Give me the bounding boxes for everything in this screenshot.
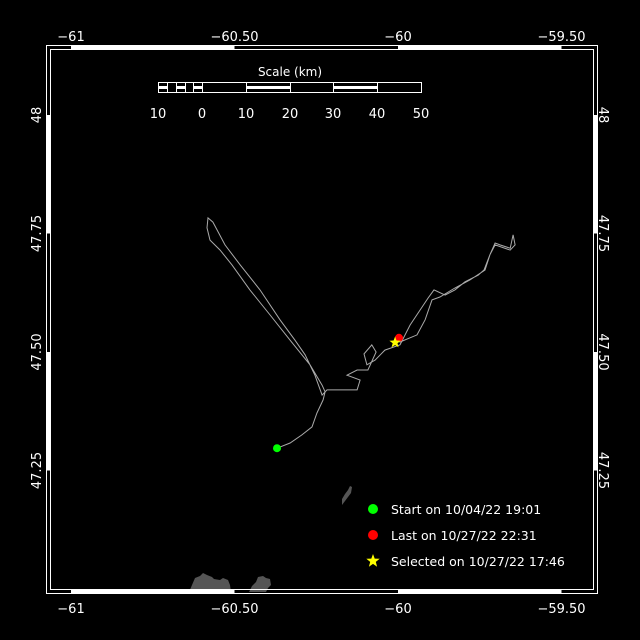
scale-bar-label: 30 (325, 107, 342, 122)
scale-bar-segment (158, 86, 167, 89)
frame-segment (593, 352, 598, 471)
frame-outer (46, 45, 598, 594)
land-island (342, 486, 352, 505)
scale-bar-label: 10 (238, 107, 255, 122)
x-tick-label-bottom: −60.50 (210, 602, 258, 617)
scale-bar-segment (333, 86, 377, 89)
last-marker[interactable] (394, 333, 403, 342)
frame-segment (46, 352, 51, 471)
legend-label: Selected on 10/27/22 17:46 (391, 554, 565, 569)
y-tick-label-right: 47.50 (595, 333, 610, 370)
x-tick-label-top: −60 (384, 30, 411, 45)
x-tick-label-top: −60.50 (210, 30, 258, 45)
scale-bar-segment (193, 86, 202, 89)
y-tick-label-left: 48 (30, 107, 45, 124)
frame-segment (398, 45, 562, 50)
scale-bar-segment (176, 86, 185, 89)
track-markers (273, 333, 403, 453)
y-tick-label-right: 47.25 (595, 452, 610, 489)
land-coast-east (249, 576, 271, 592)
scale-bar-label: 50 (413, 107, 430, 122)
x-tick-label-bottom: −60 (384, 602, 411, 617)
frame-inner (50, 49, 594, 590)
land-coast-west (189, 573, 231, 592)
scale-bar-label: 20 (282, 107, 299, 122)
y-tick-label-right: 47.75 (595, 215, 610, 252)
legend-star-icon (366, 554, 380, 567)
legend-label: Start on 10/04/22 19:01 (391, 502, 541, 517)
map-frame[interactable] (46, 45, 598, 594)
land-areas (189, 486, 352, 592)
y-tick-label-left: 47.75 (30, 215, 45, 252)
frame-segment (71, 589, 235, 594)
track-line[interactable] (206, 216, 516, 449)
scale-bar-label: 0 (198, 107, 206, 122)
y-tick-label-left: 47.50 (30, 333, 45, 370)
legend-label: Last on 10/27/22 22:31 (391, 528, 537, 543)
scale-bar: Scale (km) 10 0 10 20 30 40 50 (150, 65, 430, 122)
legend-circle-icon (368, 530, 378, 540)
y-tick-label-left: 47.25 (30, 452, 45, 489)
start-marker[interactable] (273, 444, 282, 453)
selected-star-marker[interactable] (389, 336, 401, 348)
frame-segment (46, 115, 51, 234)
scale-bar-label: 10 (150, 107, 167, 122)
legend: Start on 10/04/22 19:01 Last on 10/27/22 … (366, 502, 565, 569)
scale-bar-label: 40 (369, 107, 386, 122)
x-tick-label-bottom: −59.50 (537, 602, 585, 617)
axis-tick-labels: −61 −61 −60.50 −60.50 −60 −60 −59.50 −59.50 48 48… (30, 30, 610, 617)
legend-circle-icon (368, 504, 378, 514)
frame-segment (398, 589, 562, 594)
y-tick-label-right: 48 (595, 107, 610, 124)
x-tick-label-top: −61 (57, 30, 84, 45)
frame-segment (593, 115, 598, 234)
scale-bar-title: Scale (km) (258, 65, 322, 79)
scale-bar-segment (246, 86, 290, 89)
x-tick-label-bottom: −61 (57, 602, 84, 617)
frame-segment (71, 45, 235, 50)
x-tick-label-top: −59.50 (537, 30, 585, 45)
